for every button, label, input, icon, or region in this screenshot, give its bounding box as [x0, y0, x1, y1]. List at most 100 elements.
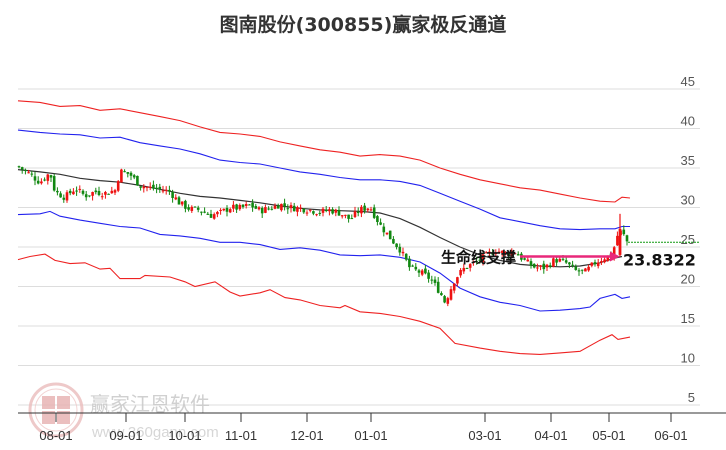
candle-body — [107, 193, 110, 195]
candle-body — [36, 180, 40, 184]
candle-body — [472, 262, 475, 264]
candle-body — [158, 186, 162, 189]
candle-body — [257, 207, 261, 210]
candle-body — [408, 258, 411, 268]
candle-body — [340, 215, 344, 217]
candle-body — [296, 207, 299, 212]
candle-body — [318, 212, 322, 214]
candle-body — [315, 214, 318, 216]
candle-body — [145, 186, 149, 188]
candle-body — [27, 172, 30, 174]
x-tick-label: 08-01 — [39, 428, 72, 443]
candle-body — [62, 197, 66, 200]
candle-body — [379, 222, 382, 225]
candle-body — [75, 190, 78, 192]
candle-body — [180, 201, 184, 205]
candle-body — [564, 260, 568, 263]
candle-body — [292, 205, 296, 212]
y-axis-ticks: 5 10 15 20 25 30 35 40 45 — [681, 74, 695, 405]
candle-body — [465, 267, 469, 269]
candle-body — [440, 293, 443, 296]
candle-body — [270, 208, 274, 210]
candle-body — [577, 270, 581, 272]
candle-body — [20, 167, 24, 170]
upper_outer_band-line — [17, 100, 631, 203]
candle-body — [68, 190, 72, 194]
candle-body — [104, 192, 107, 195]
candle-body — [40, 181, 43, 184]
candle-body — [302, 208, 306, 213]
candle-body — [622, 229, 626, 235]
candle-body — [616, 235, 619, 246]
candle-body — [369, 209, 373, 211]
candle-body — [97, 190, 101, 195]
candle-body — [161, 190, 165, 192]
candle-body — [606, 255, 610, 261]
candle-body — [360, 206, 363, 214]
chart-title: 图南股份(300855)赢家极反通道 — [219, 14, 507, 36]
candle-body — [129, 172, 133, 176]
candle-body — [59, 193, 62, 198]
x-axis-ticks: 08-01 09-01 10-01 11-01 12-01 01-01 03-01 04-01… — [39, 413, 688, 443]
candle-body — [395, 243, 398, 248]
candle-body — [184, 200, 187, 209]
candle-body — [123, 171, 126, 173]
candle-body — [276, 205, 280, 209]
candle-body — [446, 298, 450, 304]
candle-body — [555, 259, 558, 263]
grid-lines — [18, 88, 700, 406]
candle-body — [548, 265, 552, 267]
candle-body — [126, 172, 130, 174]
x-tick-label: 06-01 — [654, 428, 687, 443]
candle-body — [72, 191, 75, 195]
watermark: 赢家江恩软件 www.360gann.com — [28, 382, 219, 441]
candle-body — [289, 205, 293, 209]
candle-body — [500, 250, 504, 253]
candle-body — [139, 186, 142, 188]
candle-body — [91, 192, 94, 196]
candle-body — [43, 179, 46, 181]
candle-body — [366, 208, 370, 211]
y-tick-label: 15 — [681, 311, 695, 326]
lower_inner_band-line — [17, 210, 631, 312]
candle-body — [222, 208, 226, 211]
candle-body — [33, 176, 37, 181]
y-tick-label: 25 — [681, 232, 695, 247]
candle-body — [88, 195, 91, 197]
candle-body — [404, 253, 408, 260]
candle-body — [164, 189, 168, 191]
candle-body — [459, 269, 462, 276]
x-tick-label: 10-01 — [168, 428, 201, 443]
candle-body — [200, 211, 203, 213]
candle-body — [177, 197, 181, 205]
candle-body — [516, 254, 520, 256]
candle-body — [321, 208, 325, 213]
x-tick-label: 09-01 — [109, 428, 142, 443]
candle-body — [113, 190, 117, 193]
candle-body — [452, 283, 456, 291]
x-tick-label: 04-01 — [534, 428, 567, 443]
candle-body — [596, 262, 600, 267]
y-tick-label: 35 — [681, 153, 695, 168]
candle-body — [190, 206, 194, 211]
candle-body — [392, 238, 395, 244]
candle-body — [286, 208, 290, 210]
candle-body — [238, 204, 242, 210]
candle-body — [155, 187, 158, 189]
candle-body — [219, 209, 222, 211]
candle-body — [488, 251, 491, 254]
candle-body — [484, 252, 488, 254]
candle-body — [283, 203, 286, 207]
candle-body — [363, 205, 366, 211]
candle-body — [212, 214, 216, 219]
candle-body — [232, 204, 235, 209]
candle-body — [116, 181, 120, 191]
candle-body — [539, 265, 542, 267]
candle-body — [504, 252, 507, 254]
candle-body — [401, 251, 405, 254]
candle-body — [65, 192, 69, 201]
candles — [17, 165, 700, 307]
candle-body — [148, 186, 152, 188]
candle-body — [481, 254, 485, 263]
candle-body — [84, 194, 88, 198]
